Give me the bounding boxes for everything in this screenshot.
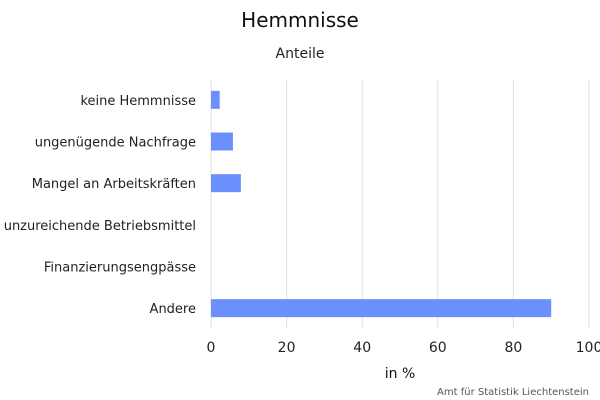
bar-2[interactable]	[211, 174, 241, 193]
x-tick-60: 60	[429, 340, 447, 356]
category-label-2: Mangel an Arbeitskräften	[32, 177, 196, 192]
x-tick-20: 20	[278, 340, 296, 356]
chart-subtitle: Anteile	[276, 46, 325, 62]
chart-title: Hemmnisse	[241, 8, 359, 32]
x-axis-title: in %	[385, 366, 416, 382]
category-label-4: Finanzierungsengpässe	[44, 261, 196, 276]
bar-5[interactable]	[211, 299, 552, 318]
category-labels: keine Hemmnisse ungenügende Nachfrage Mang…	[4, 94, 196, 317]
bars	[211, 90, 552, 318]
category-label-5: Andere	[150, 302, 196, 317]
category-label-0: keine Hemmnisse	[80, 94, 196, 109]
x-tick-100: 100	[576, 340, 600, 356]
bar-1[interactable]	[211, 132, 233, 151]
bar-0[interactable]	[211, 90, 220, 109]
category-label-3: unzureichende Betriebsmittel	[4, 219, 196, 234]
category-label-1: ungenügende Nachfrage	[35, 136, 196, 151]
x-tick-labels: 0 20 40 60 80 100	[207, 340, 600, 356]
gridlines	[210, 79, 590, 329]
x-tick-80: 80	[504, 340, 522, 356]
x-tick-40: 40	[353, 340, 371, 356]
credit-text: Amt für Statistik Liechtenstein	[437, 387, 589, 398]
x-tick-0: 0	[207, 340, 216, 356]
